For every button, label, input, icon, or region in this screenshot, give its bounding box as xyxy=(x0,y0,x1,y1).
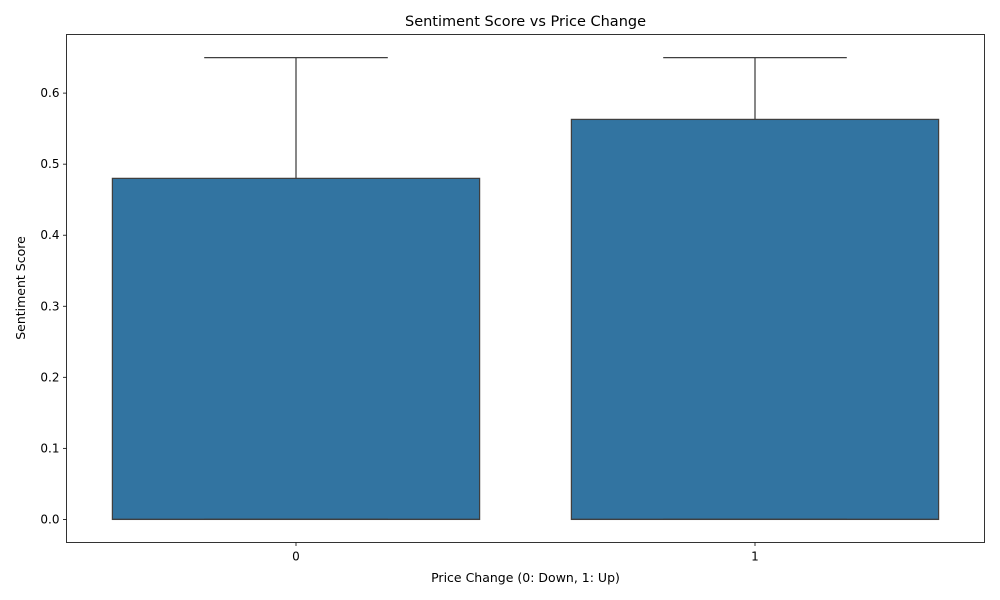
y-tick-label: 0.2 xyxy=(40,370,59,384)
y-tick-label: 0.3 xyxy=(40,299,59,313)
y-tick-label: 0.0 xyxy=(40,512,59,526)
chart-title: Sentiment Score vs Price Change xyxy=(405,14,646,30)
box-body xyxy=(111,177,481,521)
x-tick-label: 1 xyxy=(751,550,759,564)
y-tick-label: 0.1 xyxy=(40,441,59,455)
y-tick-label: 0.6 xyxy=(40,86,59,100)
plot-area-frame xyxy=(66,34,985,543)
x-axis-label: Price Change (0: Down, 1: Up) xyxy=(431,570,620,585)
y-tick-label: 0.5 xyxy=(40,157,59,171)
y-axis-label: Sentiment Score xyxy=(13,236,28,340)
box-body xyxy=(570,118,940,521)
y-axis-ticks: 0.0 0.1 0.2 0.3 0.4 0.5 0.6 xyxy=(40,86,67,526)
box-0 xyxy=(111,56,481,521)
box-1 xyxy=(570,56,940,521)
x-tick-label: 0 xyxy=(292,550,300,564)
box-plot-series xyxy=(111,56,940,521)
y-tick-label: 0.4 xyxy=(40,228,59,242)
